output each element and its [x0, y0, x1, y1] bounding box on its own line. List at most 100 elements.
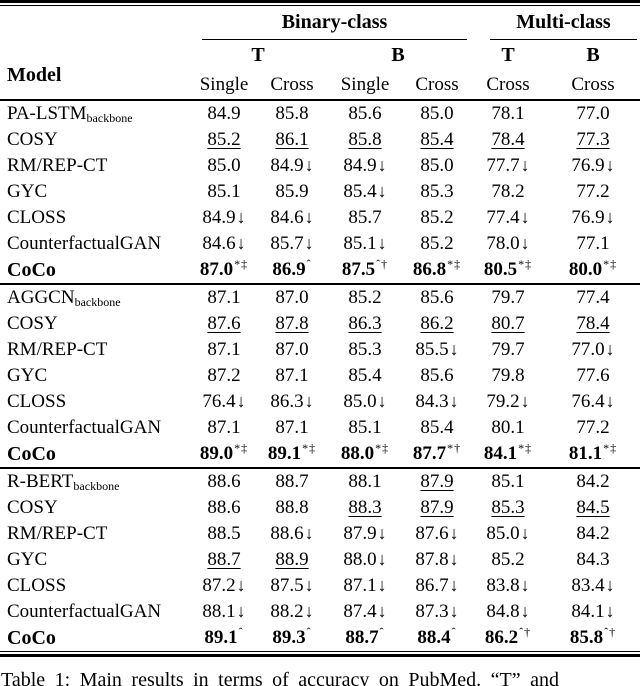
model-name-cell: CoCo [0, 625, 190, 651]
value-cell: 89.0*‡ [190, 441, 258, 468]
metric-value: 86.9 [272, 259, 306, 280]
down-arrow-icon: ↓ [520, 575, 530, 595]
metric-value: 87.8 [415, 549, 449, 570]
table-bottom-rule [0, 651, 640, 657]
value-cell: 85.5↓ [404, 337, 470, 363]
value-cell: 80.1 [470, 415, 546, 441]
down-arrow-icon: ↓ [236, 601, 246, 621]
metric-value: 87.4 [343, 601, 377, 622]
model-name-cell: GYC [0, 179, 190, 205]
metric-value: 85.2 [207, 129, 241, 150]
metric-value: 76.4 [571, 391, 605, 412]
value-cell: 85.0 [404, 153, 470, 179]
metric-value: 88.6 [270, 523, 304, 544]
metric-value: 87.1 [343, 575, 377, 596]
metric-value: 79.8 [491, 365, 525, 386]
model-name-cell: RM/REP-CT [0, 521, 190, 547]
value-cell: 85.4 [404, 127, 470, 153]
metric-value: 89.0 [199, 443, 234, 464]
value-cell: 84.3↓ [404, 389, 470, 415]
value-cell: 77.7↓ [470, 153, 546, 179]
model-name-cell: AGGCNbackbone [0, 284, 190, 311]
value-cell: 87.8↓ [404, 547, 470, 573]
metric-value: 76.9 [571, 155, 605, 176]
significance-mark: *‡ [518, 256, 533, 271]
value-cell: 87.1 [190, 284, 258, 311]
value-cell: 88.0↓ [326, 547, 404, 573]
metric-value: 84.8 [486, 601, 520, 622]
table-row: RM/REP-CT 88.5 88.6↓ 87.9↓ 87.6↓ 85.0↓ 84.2 [0, 521, 640, 547]
value-cell: 84.6↓ [190, 231, 258, 257]
table-row: PA-LSTMbackbone 84.9 85.8 85.6 85.0 78.1 77.0 [0, 100, 640, 127]
metric-value: 87.0 [275, 339, 309, 360]
metric-value: 87.0 [199, 259, 234, 280]
value-cell: 87.1 [258, 415, 326, 441]
metric-value: 86.7 [415, 575, 449, 596]
table-row: CoCo 87.0*‡ 86.9ˆ 87.5ˆ† 86.8*‡ 80.5*‡ 80.0*‡ [0, 257, 640, 284]
down-arrow-icon: ↓ [605, 575, 615, 595]
value-cell: 87.2 [190, 363, 258, 389]
metric-value: 85.2 [491, 549, 525, 570]
value-cell: 77.4↓ [470, 205, 546, 231]
model-name-cell: GYC [0, 547, 190, 573]
table-block-2: AGGCNbackbone 87.1 87.0 85.2 85.6 79.7 77.4 COS… [0, 284, 640, 468]
metric-value: 88.3 [348, 497, 382, 518]
value-cell: 89.1*‡ [258, 441, 326, 468]
down-arrow-icon: ↓ [304, 523, 314, 543]
metric-value: 85.8 [275, 103, 309, 124]
down-arrow-icon: ↓ [520, 155, 530, 175]
metric-value: 85.8 [569, 627, 604, 648]
value-cell: 77.0 [546, 100, 640, 127]
table-row: CounterfactualGAN 88.1↓ 88.2↓ 87.4↓ 87.3↓ 84.… [0, 599, 640, 625]
subgroup-b-binary: B [391, 43, 405, 66]
model-name: GYC [7, 365, 48, 386]
metric-value: 87.7 [412, 443, 447, 464]
metric-value: 77.0 [576, 103, 610, 124]
metric-value: 87.6 [415, 523, 449, 544]
table-row: COSY 85.2 86.1 85.8 85.4 78.4 77.3 [0, 127, 640, 153]
col-header-cross-3: Cross [486, 73, 530, 95]
metric-value: 79.2 [486, 391, 520, 412]
value-cell: 86.9ˆ [258, 257, 326, 284]
down-arrow-icon: ↓ [449, 601, 459, 621]
down-arrow-icon: ↓ [605, 601, 615, 621]
down-arrow-icon: ↓ [236, 233, 246, 253]
value-cell: 77.1 [546, 231, 640, 257]
table-row: GYC 85.1 85.9 85.4↓ 85.3 78.2 77.2 [0, 179, 640, 205]
value-cell: 85.4↓ [326, 179, 404, 205]
metric-value: 85.4 [343, 181, 377, 202]
value-cell: 85.6 [404, 363, 470, 389]
model-name-cell: CLOSS [0, 573, 190, 599]
table-row: R-BERTbackbone 88.6 88.7 88.1 87.9 85.1 84.2 [0, 468, 640, 495]
down-arrow-icon: ↓ [449, 575, 459, 595]
table-row: CoCo 89.0*‡ 89.1*‡ 88.0*‡ 87.7*† 84.1*‡ 81.1*‡ [0, 441, 640, 468]
metric-value: 85.4 [420, 417, 454, 438]
model-name: CLOSS [7, 207, 67, 228]
table-row: GYC 87.2 87.1 85.4 85.6 79.8 77.6 [0, 363, 640, 389]
value-cell: 89.3ˆ [258, 625, 326, 651]
value-cell: 76.4↓ [190, 389, 258, 415]
value-cell: 84.8↓ [470, 599, 546, 625]
value-cell: 84.2 [546, 468, 640, 495]
table-row: COSY 88.6 88.8 88.3 87.9 85.3 84.5 [0, 495, 640, 521]
value-cell: 87.1 [258, 363, 326, 389]
value-cell: 87.9 [404, 495, 470, 521]
value-cell: 86.7↓ [404, 573, 470, 599]
down-arrow-icon: ↓ [449, 523, 459, 543]
down-arrow-icon: ↓ [236, 391, 246, 411]
significance-mark: *‡ [518, 440, 533, 455]
value-cell: 77.0↓ [546, 337, 640, 363]
metric-value: 77.2 [576, 417, 610, 438]
down-arrow-icon: ↓ [520, 523, 530, 543]
metric-value: 85.3 [420, 181, 454, 202]
value-cell: 85.9 [258, 179, 326, 205]
value-cell: 87.4↓ [326, 599, 404, 625]
model-name: CounterfactualGAN [7, 601, 162, 622]
metric-value: 88.6 [207, 497, 241, 518]
value-cell: 85.7↓ [258, 231, 326, 257]
metric-value: 85.6 [420, 365, 454, 386]
value-cell: 79.7 [470, 284, 546, 311]
value-cell: 84.6↓ [258, 205, 326, 231]
value-cell: 88.6 [190, 468, 258, 495]
value-cell: 77.4 [546, 284, 640, 311]
